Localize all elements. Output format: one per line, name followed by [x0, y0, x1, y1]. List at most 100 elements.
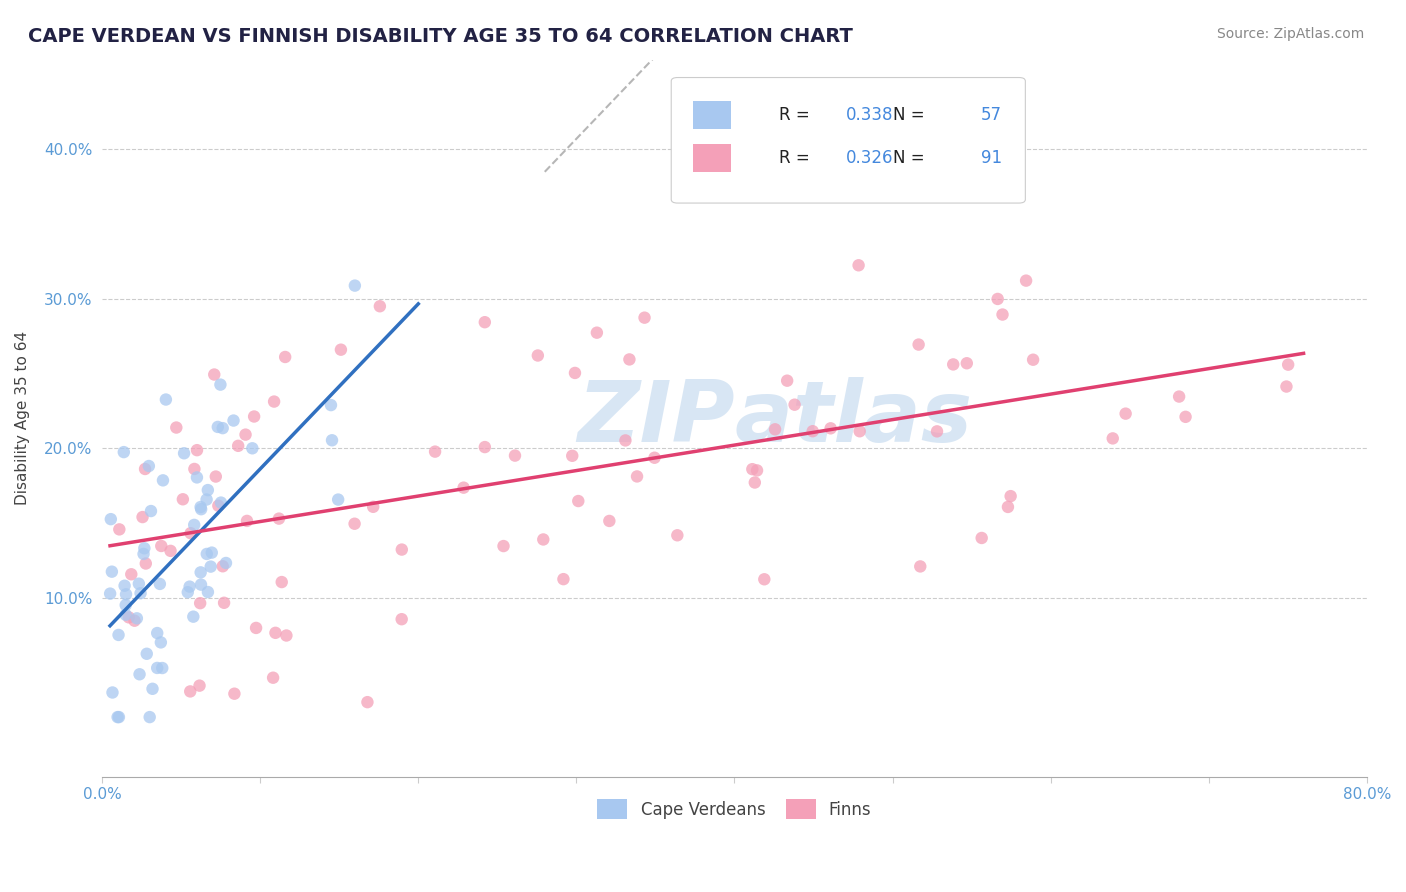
Point	[101, 685, 124, 699]
Text: 0.338: 0.338	[846, 106, 893, 124]
Point	[263, 394, 285, 409]
Point	[165, 420, 187, 434]
Point	[183, 517, 205, 532]
Point	[236, 514, 259, 528]
Point	[139, 504, 162, 518]
Point	[567, 494, 589, 508]
Text: CAPE VERDEAN VS FINNISH DISABILITY AGE 35 TO 64 CORRELATION CHART: CAPE VERDEAN VS FINNISH DISABILITY AGE 3…	[28, 27, 853, 45]
Point	[925, 425, 948, 439]
Point	[183, 462, 205, 476]
Point	[211, 559, 233, 574]
Point	[120, 567, 142, 582]
Text: N =: N =	[893, 106, 929, 124]
Point	[207, 420, 229, 434]
Point	[1174, 409, 1197, 424]
Point	[124, 614, 146, 628]
Point	[114, 598, 136, 612]
Point	[329, 343, 352, 357]
Point	[564, 366, 586, 380]
Text: 57: 57	[981, 106, 1002, 124]
FancyBboxPatch shape	[693, 101, 731, 129]
Point	[201, 546, 224, 560]
Point	[276, 628, 298, 642]
Point	[200, 559, 222, 574]
Point	[207, 499, 229, 513]
Point	[942, 358, 965, 372]
Point	[626, 469, 648, 483]
Point	[172, 492, 194, 507]
Point	[1168, 390, 1191, 404]
Point	[801, 424, 824, 438]
Point	[195, 547, 218, 561]
Point	[586, 326, 609, 340]
Point	[125, 611, 148, 625]
Point	[114, 607, 136, 622]
Point	[149, 635, 172, 649]
Point	[197, 483, 219, 497]
FancyBboxPatch shape	[693, 145, 731, 172]
Point	[776, 374, 799, 388]
Point	[553, 572, 575, 586]
Point	[264, 625, 287, 640]
Point	[180, 526, 202, 541]
Point	[531, 533, 554, 547]
Point	[907, 337, 929, 351]
Point	[741, 462, 763, 476]
Point	[212, 596, 235, 610]
Point	[150, 539, 173, 553]
Point	[614, 434, 637, 448]
Point	[186, 470, 208, 484]
Point	[132, 547, 155, 561]
Point	[138, 458, 160, 473]
Point	[745, 463, 768, 477]
Point	[423, 444, 446, 458]
Point	[270, 575, 292, 590]
Point	[391, 542, 413, 557]
Point	[235, 427, 257, 442]
Point	[361, 500, 384, 514]
Point	[112, 445, 135, 459]
Point	[991, 308, 1014, 322]
FancyBboxPatch shape	[671, 78, 1025, 203]
Point	[188, 679, 211, 693]
Point	[226, 439, 249, 453]
Point	[152, 474, 174, 488]
Point	[368, 299, 391, 313]
Y-axis label: Disability Age 35 to 64: Disability Age 35 to 64	[15, 331, 30, 505]
Point	[754, 572, 776, 586]
Text: N =: N =	[893, 149, 929, 167]
Point	[181, 609, 204, 624]
Point	[224, 687, 246, 701]
Point	[1022, 352, 1045, 367]
Point	[159, 544, 181, 558]
Point	[190, 577, 212, 591]
Text: 0.326: 0.326	[846, 149, 893, 167]
Point	[107, 628, 129, 642]
Point	[970, 531, 993, 545]
Point	[245, 621, 267, 635]
Point	[173, 446, 195, 460]
Point	[987, 292, 1010, 306]
Point	[131, 510, 153, 524]
Text: R =: R =	[779, 106, 814, 124]
Point	[141, 681, 163, 696]
Point	[190, 500, 212, 514]
Text: atlas: atlas	[734, 376, 973, 459]
Point	[644, 450, 666, 465]
Point	[179, 580, 201, 594]
Point	[820, 421, 842, 435]
Point	[98, 586, 121, 600]
Point	[179, 684, 201, 698]
Point	[321, 434, 343, 448]
Point	[1277, 358, 1299, 372]
Point	[356, 695, 378, 709]
Point	[1275, 379, 1298, 393]
Point	[343, 278, 366, 293]
Point	[561, 449, 583, 463]
Point	[783, 398, 806, 412]
Point	[391, 612, 413, 626]
Point	[138, 710, 160, 724]
Legend: Cape Verdeans, Finns: Cape Verdeans, Finns	[591, 792, 879, 826]
Point	[146, 626, 169, 640]
Point	[619, 352, 641, 367]
